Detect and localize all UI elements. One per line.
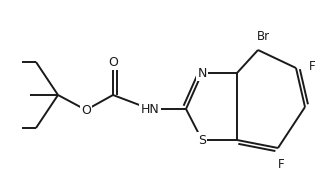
Text: F: F [309, 60, 315, 73]
Text: F: F [278, 159, 284, 172]
Text: O: O [108, 55, 118, 68]
Text: N: N [197, 66, 207, 80]
Text: S: S [198, 133, 206, 146]
Text: HN: HN [141, 103, 159, 115]
Text: Br: Br [256, 30, 270, 43]
Text: O: O [81, 103, 91, 116]
